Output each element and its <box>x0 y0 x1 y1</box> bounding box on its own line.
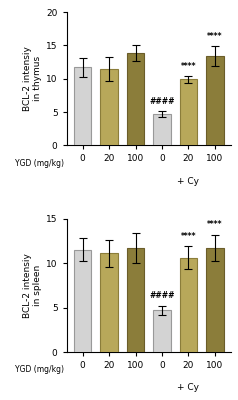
Bar <box>206 56 223 145</box>
Bar <box>127 53 144 145</box>
Text: + Cy: + Cy <box>178 383 199 392</box>
Bar <box>74 250 91 352</box>
Text: + Cy: + Cy <box>178 177 199 186</box>
Text: ****: **** <box>181 62 196 71</box>
Bar <box>180 258 197 352</box>
Text: ****: **** <box>181 232 196 241</box>
Bar <box>127 248 144 352</box>
Bar <box>180 79 197 145</box>
Y-axis label: BCL-2 intensiy
in spleen: BCL-2 intensiy in spleen <box>23 253 42 318</box>
Text: ****: **** <box>207 220 223 229</box>
Bar <box>100 253 118 352</box>
Text: ####: #### <box>149 292 175 300</box>
Text: YGD (mg/kg): YGD (mg/kg) <box>15 159 64 168</box>
Text: ****: **** <box>207 32 223 41</box>
Y-axis label: BCL-2 intensiy
in thymus: BCL-2 intensiy in thymus <box>23 46 42 111</box>
Bar <box>100 69 118 145</box>
Bar <box>74 67 91 145</box>
Bar <box>153 310 171 352</box>
Text: YGD (mg/kg): YGD (mg/kg) <box>15 365 64 374</box>
Text: ####: #### <box>149 97 175 106</box>
Bar <box>153 114 171 145</box>
Bar <box>206 248 223 352</box>
